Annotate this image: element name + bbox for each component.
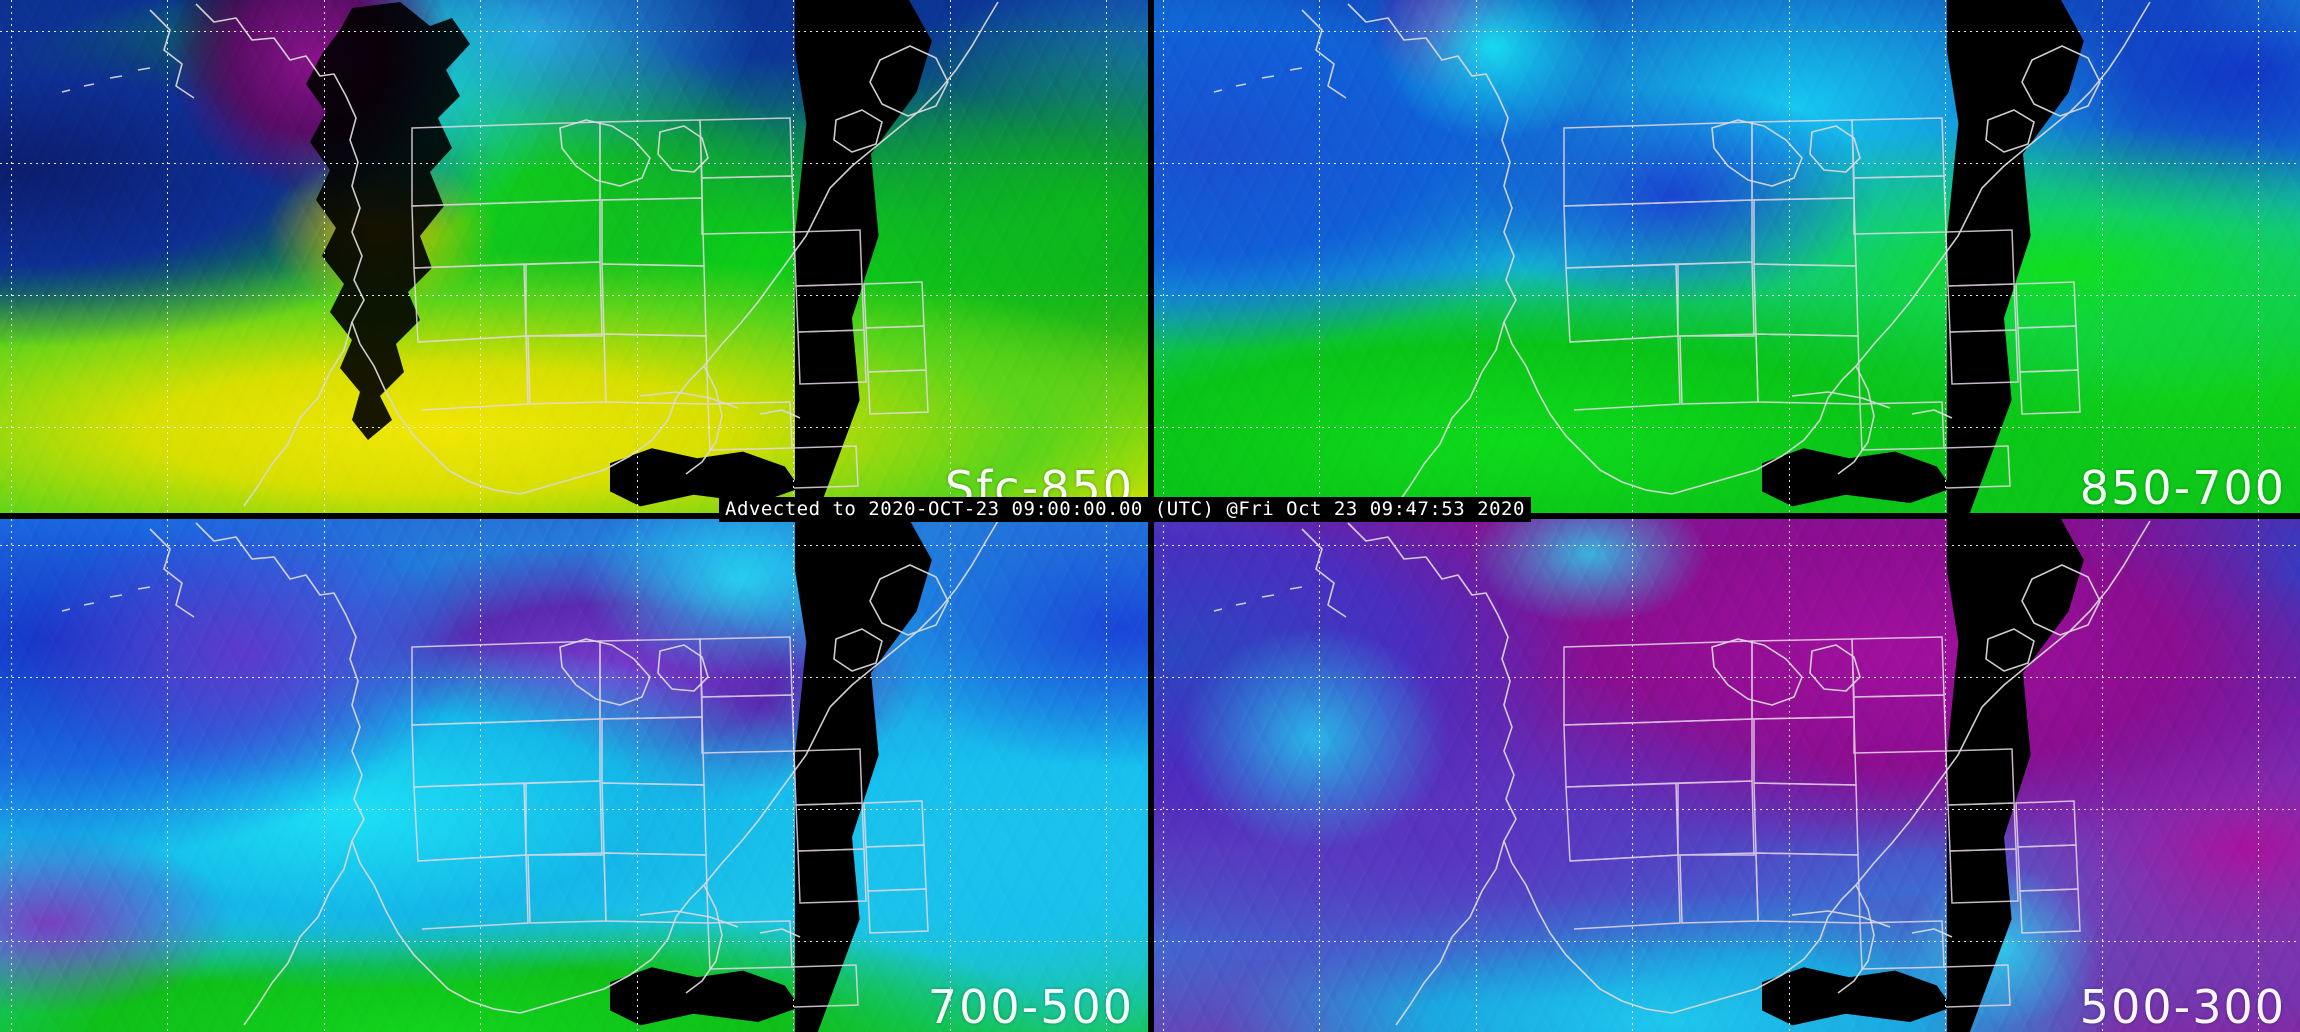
map-canvas-sfc-850 xyxy=(0,0,1148,513)
panel-label-700-500: 700-500 xyxy=(927,980,1134,1032)
panel-850-700[interactable]: 850-700 xyxy=(1154,0,2300,513)
panel-label-850-700: 850-700 xyxy=(2079,461,2286,513)
map-canvas-850-700 xyxy=(1154,0,2300,513)
layer-dry-anomaly xyxy=(1154,0,2300,513)
map-canvas-700-500 xyxy=(0,519,1148,1032)
layer-dry-anomaly xyxy=(0,519,1148,1032)
panel-label-500-300: 500-300 xyxy=(2079,980,2286,1032)
panel-700-500[interactable]: 700-500 xyxy=(0,519,1148,1032)
layer-dry-anomaly xyxy=(0,0,1148,513)
map-canvas-500-300 xyxy=(1154,519,2300,1032)
layer-dry-anomaly xyxy=(1154,519,2300,1032)
timestamp-banner: Advected to 2020-OCT-23 09:00:00.00 (UTC… xyxy=(719,497,1531,522)
panel-500-300[interactable]: 500-300 xyxy=(1154,519,2300,1032)
panel-sfc-850[interactable]: Sfc-850 xyxy=(0,0,1148,513)
